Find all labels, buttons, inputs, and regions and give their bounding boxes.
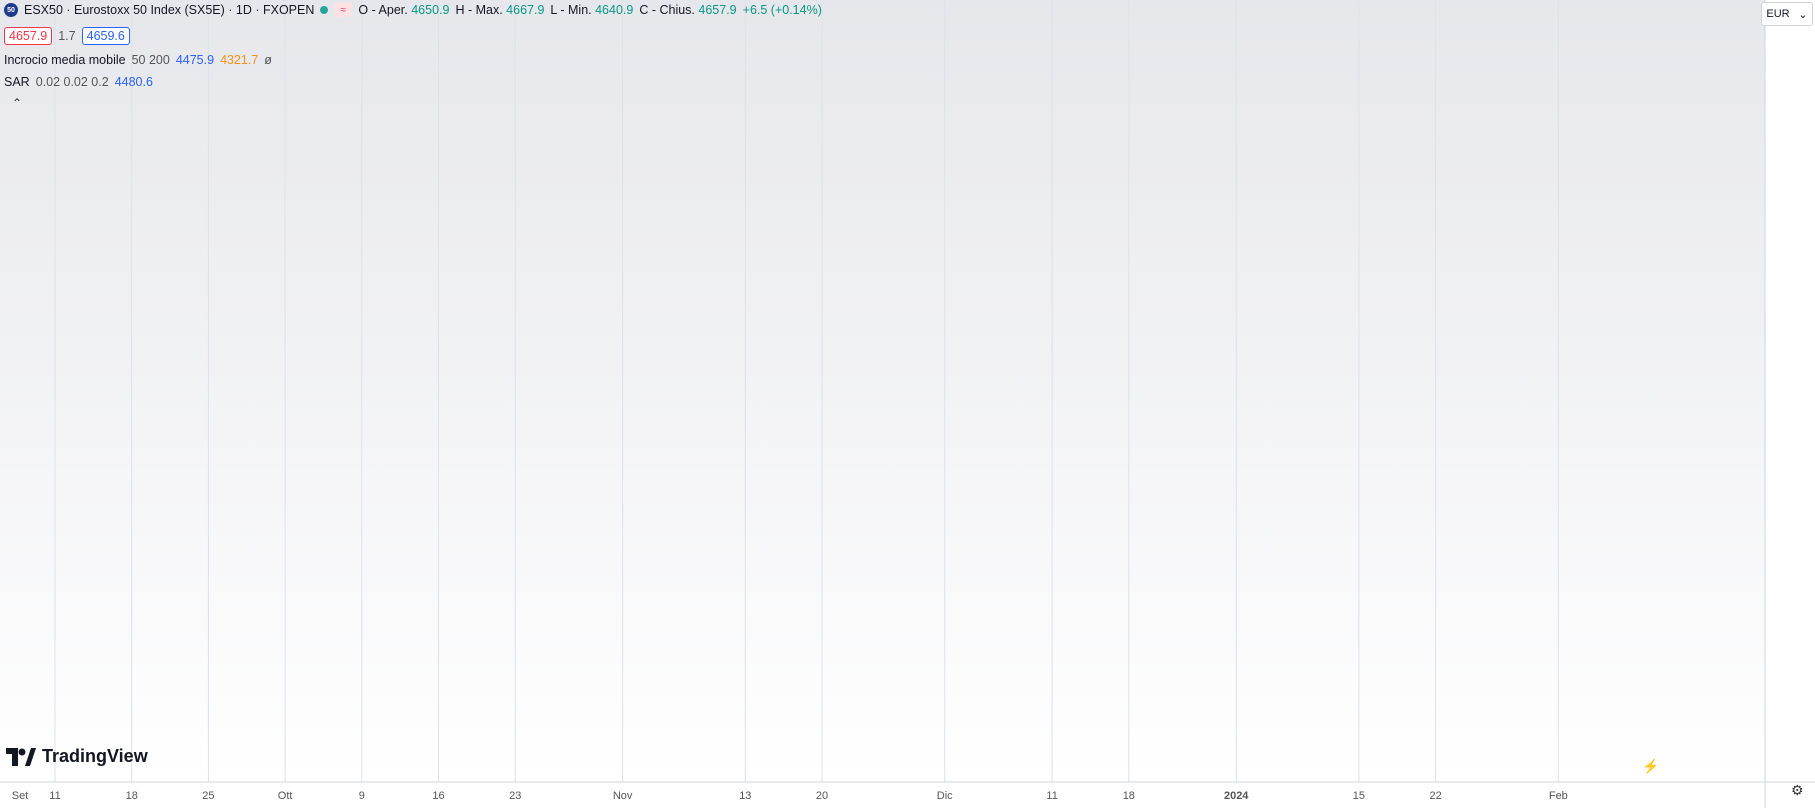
brand-name: TradingView: [42, 746, 148, 766]
ma-params: 50 200: [131, 53, 170, 67]
sell-button[interactable]: 4657.9: [4, 27, 53, 45]
x-tick-label: 20: [816, 790, 828, 802]
ma-name: Incrocio media mobile: [4, 53, 126, 67]
x-tick-label: 18: [126, 790, 138, 802]
sar-name: SAR: [4, 75, 30, 89]
ma-extra: ø: [264, 53, 272, 67]
gear-icon[interactable]: ⚙: [1791, 782, 1804, 798]
ma-slow-value: 4321.7: [220, 53, 259, 67]
currency-label: EUR: [1766, 8, 1790, 20]
x-tick-label: Nov: [613, 790, 633, 802]
x-tick-label: 16: [432, 790, 444, 802]
sar-legend[interactable]: SAR 0.02 0.02 0.2 4480.6: [4, 75, 153, 89]
ohlc-close: C - Chius. 4657.9: [639, 3, 737, 17]
chevron-down-icon: ⌄: [1798, 8, 1808, 21]
x-tick-label: 23: [509, 790, 521, 802]
spread-value: 1.7: [58, 29, 76, 43]
x-tick-label: Set: [12, 790, 29, 802]
x-tick-label: 18: [1123, 790, 1135, 802]
x-axis: Set 11 18 25 Ott 9 16 23 Nov 13 20 Dic 11 18 2024 15 22 F…: [12, 790, 1568, 802]
chevron-up-icon[interactable]: ⌃: [12, 96, 23, 110]
tradingview-logo-icon: [6, 747, 36, 766]
x-tick-label: 2024: [1224, 790, 1249, 802]
buy-button[interactable]: 4659.6: [81, 27, 130, 45]
ohlc-change: +6.5 (+0.14%): [742, 3, 822, 17]
market-status-icon[interactable]: [320, 6, 329, 14]
x-tick-label: 15: [1353, 790, 1365, 802]
sar-params: 0.02 0.02 0.2: [35, 75, 109, 89]
x-tick-label: Dic: [937, 790, 953, 802]
x-tick-label: 9: [359, 790, 365, 802]
ohlc-low: L - Min. 4640.9: [550, 3, 634, 17]
x-tick-label: 11: [49, 790, 60, 802]
grid-lines: [54, 0, 1559, 782]
compare-icon[interactable]: ≈: [334, 3, 353, 17]
sar-value: 4480.6: [114, 75, 153, 89]
ma-fast-value: 4475.9: [175, 53, 215, 67]
symbol-title[interactable]: ESX50 · Eurostoxx 50 Index (SX5E) · 1D ·…: [24, 3, 315, 17]
symbol-legend: 50 ESX50 · Eurostoxx 50 Index (SX5E) · 1…: [4, 3, 822, 17]
x-tick-label: 25: [202, 790, 214, 802]
ohlc-open: O - Aper. 4650.9: [358, 3, 450, 17]
plot-background: [0, 0, 1765, 782]
ohlc-high: H - Max. 4667.9: [455, 3, 545, 17]
currency-select[interactable]: EUR ⌄: [1761, 2, 1813, 26]
x-tick-label: 13: [739, 790, 751, 802]
trade-buttons: 4657.9 1.7 4659.6: [4, 27, 130, 45]
tradingview-logo[interactable]: TradingView: [6, 746, 148, 767]
x-tick-label: 22: [1429, 790, 1441, 802]
x-tick-label: Ott: [278, 790, 293, 802]
ma-legend[interactable]: Incrocio media mobile 50 200 4475.9 4321…: [4, 53, 272, 67]
symbol-logo-icon: 50: [4, 3, 18, 17]
x-tick-label: 11: [1046, 790, 1057, 802]
x-tick-label: Feb: [1549, 790, 1568, 802]
lightning-icon[interactable]: ⚡: [1642, 758, 1660, 774]
